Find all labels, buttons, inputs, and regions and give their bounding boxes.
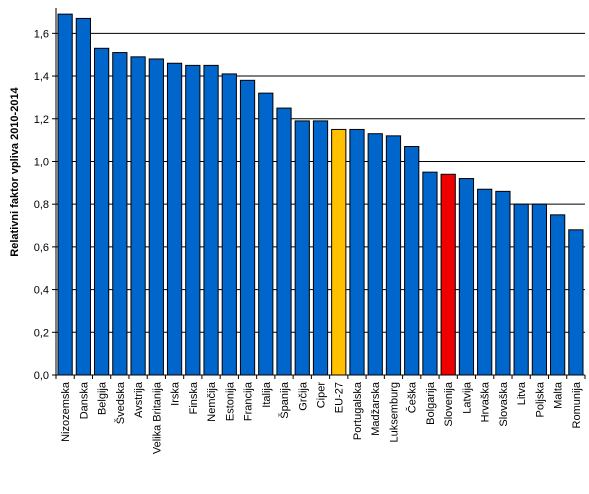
bar-danska (75, 17, 91, 376)
x-tick-label: Italija (261, 381, 273, 408)
bar-irska (166, 62, 183, 376)
bars (57, 13, 584, 376)
bar-litva (513, 203, 529, 376)
x-tick-label: Portugalska (352, 381, 364, 440)
bar-nemčija (203, 64, 219, 376)
y-tick-label: 1,6 (34, 28, 49, 40)
bar-velika-britanija (148, 58, 164, 376)
x-tick-labels: Nizozemska Danska Belgija Švedska Avstrija Ve… (60, 381, 583, 454)
x-tick-label: Poljska (534, 381, 546, 417)
bar-poljska (531, 203, 548, 376)
axes (52, 8, 586, 379)
bar-švedska (112, 52, 128, 376)
x-tick-label: Velika Britanija (151, 381, 163, 454)
bar-grčija (294, 120, 310, 376)
y-tick-label: 0,6 (34, 242, 49, 254)
x-tick-label: Madžarska (370, 381, 382, 436)
y-tick-label: 0,8 (34, 199, 49, 211)
bar-slovaška (495, 190, 511, 376)
bar-finska (185, 64, 201, 376)
bar-slovenija (440, 173, 456, 376)
bar-hrvaška (477, 188, 493, 376)
bar-romunija (568, 229, 584, 376)
x-tick-label: Hrvaška (480, 381, 492, 422)
x-tick-label: Malta (553, 381, 565, 409)
x-tick-label: Irska (170, 381, 182, 406)
bar-avstrija (130, 56, 146, 376)
bar-portugalska (349, 128, 365, 376)
y-tick-label: 0,4 (34, 285, 49, 297)
x-tick-label: Španija (278, 381, 291, 419)
x-tick-label: Bolgarija (425, 381, 437, 425)
x-tick-label: Avstrija (133, 381, 145, 418)
bar-belgija (93, 47, 110, 376)
x-tick-label: Luksemburg (388, 382, 400, 443)
x-tick-label: Švedska (114, 381, 127, 424)
bar-latvija (458, 178, 475, 376)
x-tick-label: Francija (243, 381, 255, 421)
x-tick-label: Slovenija (443, 381, 455, 427)
bar-ciper (312, 120, 329, 376)
bar-malta (550, 214, 566, 376)
x-tick-label: EU-27 (334, 382, 346, 413)
x-tick-label: Estonija (224, 381, 236, 421)
x-tick-label: Nemčija (206, 381, 218, 422)
x-tick-label: Nizozemska (60, 381, 72, 442)
y-tick-labels: 0,0 0,2 0,4 0,6 0,8 1,0 1,2 1,4 1,6 (34, 28, 49, 382)
x-tick-label: Češka (406, 381, 419, 413)
x-tick-label: Romunija (571, 381, 583, 428)
x-tick-label: Litva (516, 381, 528, 405)
x-tick-label: Ciper (316, 382, 328, 409)
y-tick-label: 1,2 (34, 114, 49, 126)
bar-francija (239, 79, 256, 376)
x-tick-label: Danska (78, 381, 90, 419)
bar-italija (258, 92, 274, 376)
bar-nizozemska (57, 13, 73, 376)
bar-eu-27 (331, 128, 347, 376)
y-tick-label: 1,0 (34, 156, 49, 168)
x-tick-label: Finska (188, 381, 200, 414)
y-tick-label: 1,4 (34, 71, 49, 83)
y-axis-label: Relativni faktor vpliva 2010-2014 (9, 86, 21, 256)
bar-madžarska (367, 133, 383, 376)
y-tick-label: 0,2 (34, 327, 49, 339)
bar-luksemburg (385, 135, 402, 376)
bar-češka (404, 146, 420, 376)
bar-bolgarija (422, 171, 438, 376)
y-tick-label: 0,0 (34, 370, 49, 382)
x-tick-label: Grčija (297, 381, 309, 411)
bar-estonija (221, 73, 237, 376)
x-tick-label: Latvija (461, 381, 473, 414)
x-tick-label: Belgija (97, 381, 109, 415)
bar-španija (276, 107, 292, 376)
x-tick-label: Slovaška (498, 381, 510, 427)
